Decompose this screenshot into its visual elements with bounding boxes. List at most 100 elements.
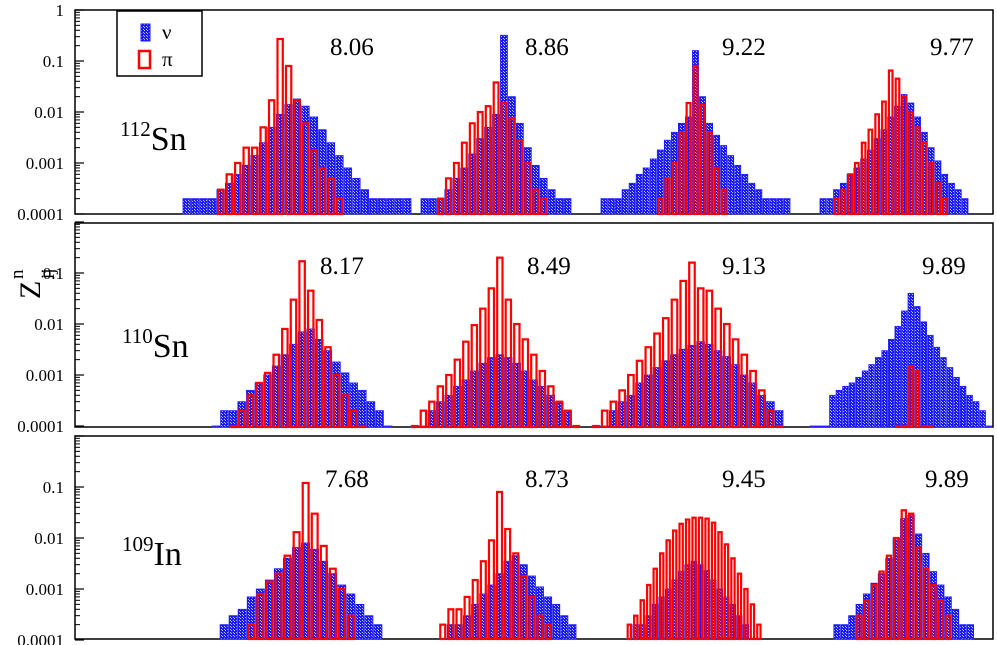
pi-bar bbox=[540, 197, 548, 216]
pi-bar bbox=[538, 369, 547, 429]
pi-bar bbox=[484, 105, 492, 216]
nu-bar bbox=[343, 167, 353, 215]
pi-bar bbox=[504, 298, 513, 429]
pi-bar bbox=[447, 608, 455, 641]
nu-bar bbox=[628, 182, 636, 215]
pi-bar bbox=[495, 490, 504, 641]
pi-bar bbox=[255, 381, 263, 429]
peak-energy-label: 8.17 bbox=[320, 253, 364, 280]
nu-bar bbox=[563, 198, 572, 215]
pi-bar bbox=[496, 256, 504, 429]
nu-bar bbox=[220, 410, 229, 428]
pi-bar bbox=[633, 614, 639, 641]
nu-bar bbox=[568, 624, 577, 640]
legend-pi-label: π bbox=[162, 47, 173, 71]
nucleus-mass: 112 bbox=[120, 117, 151, 141]
nu-bar bbox=[394, 198, 403, 215]
pi-bar bbox=[671, 529, 678, 641]
pi-bar bbox=[684, 518, 691, 641]
pi-bar bbox=[327, 177, 335, 216]
pi-bar bbox=[856, 614, 863, 641]
pi-bar bbox=[301, 481, 310, 641]
y-tick-label: 0.01 bbox=[34, 103, 64, 122]
pi-bar bbox=[332, 373, 341, 429]
pi-bar bbox=[671, 161, 678, 216]
panel: 1 0.1 0.01 0.001 0.0001 112Sn 8.06 8.86 9.22 9.77 bbox=[17, 1, 994, 224]
pi-bar bbox=[504, 527, 512, 641]
nu-bar bbox=[420, 198, 429, 215]
nu-bar bbox=[552, 603, 561, 640]
nu-bar bbox=[816, 425, 823, 428]
pi-bar bbox=[358, 424, 367, 429]
pi-bar bbox=[626, 623, 633, 641]
nu-bar bbox=[966, 624, 974, 640]
pi-bar bbox=[740, 353, 749, 429]
nu-bar bbox=[874, 357, 882, 428]
pi-bar bbox=[937, 599, 945, 641]
nu-bar bbox=[208, 198, 217, 215]
pi-bar bbox=[658, 552, 665, 641]
peak-energy-label: 8.06 bbox=[330, 34, 374, 61]
pi-bar bbox=[893, 536, 900, 641]
pi-bar bbox=[609, 400, 618, 429]
nu-bar bbox=[741, 173, 749, 215]
nu-bar bbox=[868, 364, 875, 428]
nu-bar bbox=[621, 189, 629, 215]
pi-bar bbox=[901, 95, 908, 216]
pi-bar bbox=[863, 599, 870, 641]
pi-bar bbox=[688, 261, 696, 429]
nu-bar bbox=[809, 425, 816, 428]
pi-bar bbox=[350, 409, 358, 429]
nu-bar bbox=[953, 376, 960, 428]
nu-bar bbox=[355, 603, 365, 640]
pi-bar bbox=[867, 128, 874, 216]
nucleus-label: 112Sn bbox=[120, 117, 187, 158]
pi-bar bbox=[699, 103, 706, 216]
pi-bar bbox=[664, 177, 671, 216]
pi-bar bbox=[853, 161, 860, 216]
nu-bar bbox=[360, 189, 369, 215]
nu-bar bbox=[946, 367, 954, 428]
pi-bar bbox=[468, 122, 476, 216]
pi-bar bbox=[696, 287, 705, 429]
pi-bar bbox=[915, 546, 922, 641]
pi-bar bbox=[242, 146, 250, 216]
nu-bar bbox=[769, 198, 777, 215]
nu-bar bbox=[776, 198, 784, 215]
pi-bar bbox=[292, 531, 301, 641]
y-tick-label: 0.0001 bbox=[17, 417, 64, 436]
pi-bar bbox=[914, 369, 921, 429]
pi-bar bbox=[881, 100, 887, 216]
nu-bar bbox=[614, 198, 622, 215]
pi-bar bbox=[908, 512, 915, 641]
pi-bar bbox=[276, 37, 284, 216]
pi-bar bbox=[657, 197, 664, 216]
y-tick-label: 0.001 bbox=[26, 580, 64, 599]
nu-bar bbox=[375, 410, 384, 428]
peak-energy-label: 9.13 bbox=[722, 253, 766, 280]
nu-bar bbox=[920, 321, 928, 428]
pi-bar bbox=[713, 166, 720, 216]
y-tick-label: 0.1 bbox=[43, 478, 64, 497]
pi-bar bbox=[479, 307, 487, 429]
pi-bar bbox=[928, 161, 935, 216]
nu-bar bbox=[600, 198, 608, 215]
peak-group: 8.73 bbox=[439, 466, 577, 641]
pi-bar bbox=[706, 131, 713, 216]
pi-bar bbox=[731, 338, 740, 429]
pi-bar bbox=[428, 400, 436, 429]
nu-bar bbox=[386, 198, 395, 215]
nu-bar bbox=[237, 608, 247, 640]
nu-bar bbox=[377, 198, 386, 215]
pi-bar bbox=[757, 389, 766, 429]
pi-bar bbox=[679, 279, 688, 429]
pi-bar bbox=[544, 623, 552, 641]
nu-bar bbox=[829, 394, 836, 428]
pi-bar bbox=[520, 574, 528, 641]
pi-bar bbox=[536, 614, 544, 641]
pi-bar bbox=[436, 385, 445, 429]
pi-bar bbox=[847, 173, 853, 216]
nu-bar bbox=[835, 389, 843, 428]
nu-bar bbox=[366, 401, 376, 428]
